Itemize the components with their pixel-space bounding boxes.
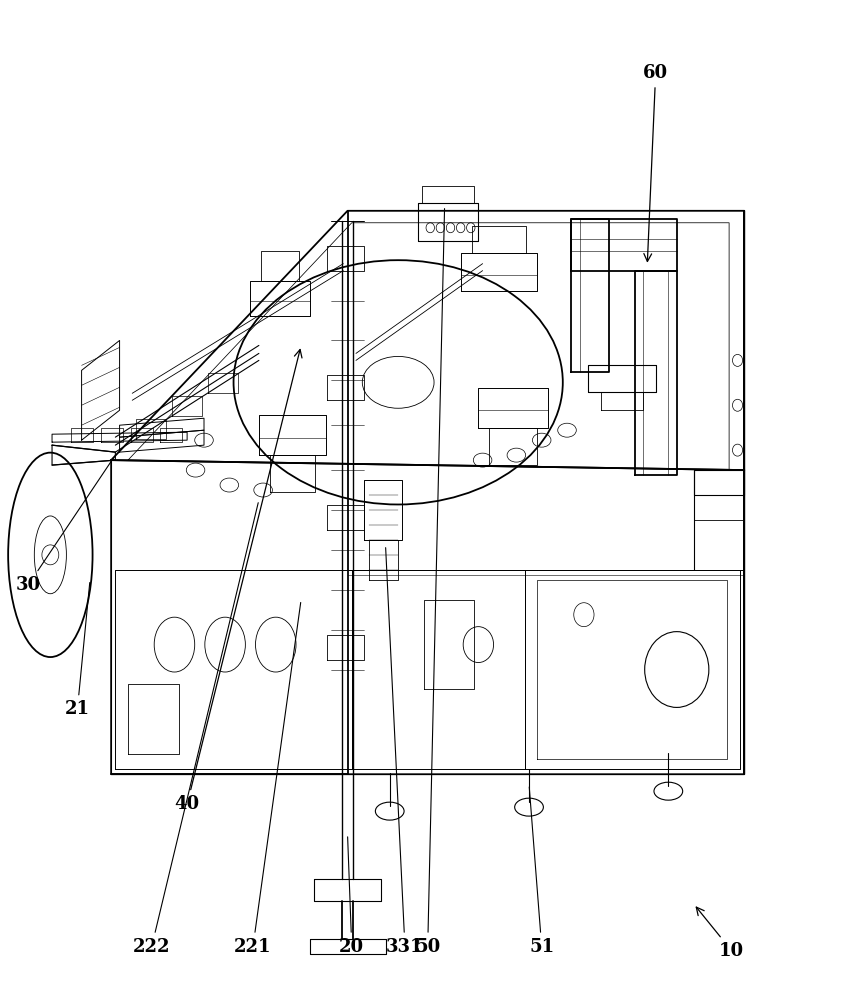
Text: 40: 40 <box>174 349 302 813</box>
Text: 221: 221 <box>235 602 301 956</box>
Text: 222: 222 <box>133 503 258 956</box>
Text: 10: 10 <box>696 907 745 960</box>
Text: 60: 60 <box>643 64 668 261</box>
Text: 20: 20 <box>339 837 364 956</box>
Text: 50: 50 <box>415 209 445 956</box>
Text: 21: 21 <box>65 583 90 718</box>
Text: 30: 30 <box>16 457 113 594</box>
Text: 51: 51 <box>529 787 554 956</box>
Text: 331: 331 <box>385 548 424 956</box>
